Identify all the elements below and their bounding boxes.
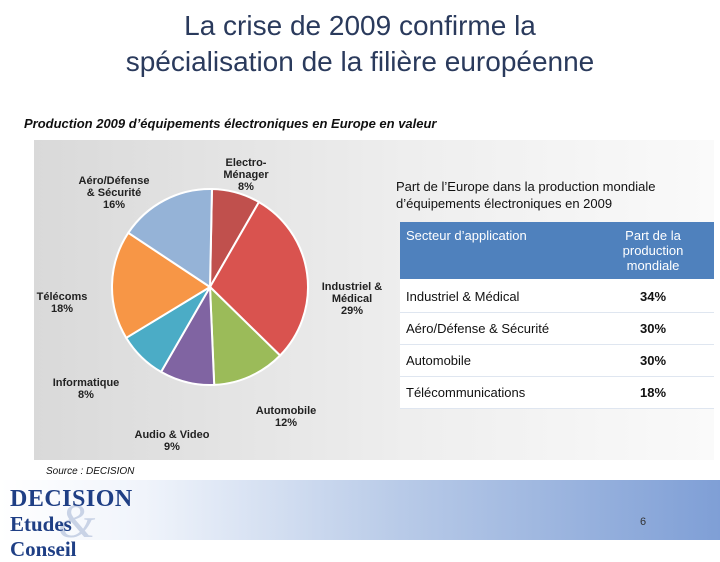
- share-cell: 30%: [592, 312, 714, 345]
- slice-label: Automobile 12%: [256, 405, 317, 429]
- sector-cell: Automobile: [400, 344, 592, 377]
- table-caption: Part de l’Europe dans la production mond…: [396, 179, 656, 211]
- logo-line-2: Etudes Conseil: [10, 512, 77, 561]
- pie-slice: [111, 231, 212, 340]
- slice-label-line: Télécoms: [37, 291, 88, 303]
- title-line-1: La crise de 2009 confirme la: [184, 10, 536, 41]
- pie-chart: Electro-Ménager 8%Industriel & Médical 29%A…: [37, 157, 383, 453]
- pie-slice: [208, 284, 282, 386]
- slice-label-line: 29%: [341, 305, 363, 317]
- table-row: Automobile 30%: [400, 344, 714, 377]
- slice-label-line: Ménager: [223, 169, 269, 181]
- slice-label: Industriel & Médical 29%: [322, 281, 383, 317]
- slice-label-line: Automobile: [256, 405, 317, 417]
- slice-label-line: 9%: [164, 441, 180, 453]
- share-cell: 34%: [592, 280, 714, 313]
- share-cell: 30%: [592, 344, 714, 377]
- footer-bar: [0, 480, 720, 540]
- slice-label-line: Industriel &: [322, 281, 383, 293]
- slice-label: Electro-Ménager 8%: [223, 157, 269, 193]
- slice-label: Télécoms 18%: [37, 291, 88, 315]
- slice-label-line: Audio & Video: [135, 429, 210, 441]
- share-table: Secteur d’application Part de la product…: [400, 222, 714, 409]
- slide-title: La crise de 2009 confirme la spécialisat…: [0, 8, 720, 80]
- slice-label: Audio & Video 9%: [135, 429, 210, 453]
- sector-cell: Télécommunications: [400, 376, 592, 409]
- slice-label-line: 8%: [78, 389, 94, 401]
- slice-label: Aéro/Défense & Sécurité 16%: [79, 175, 150, 211]
- table-header-row: Secteur d’application Part de la product…: [400, 222, 714, 281]
- share-cell: 18%: [592, 376, 714, 409]
- page-number: 6: [640, 516, 647, 528]
- slice-label-line: Aéro/Défense: [79, 175, 150, 187]
- header-share: Part de la production mondiale: [592, 222, 714, 281]
- source-note: Source : DECISION: [46, 466, 135, 477]
- slice-label-line: 18%: [51, 303, 73, 315]
- sector-cell: Aéro/Défense & Sécurité: [400, 312, 592, 345]
- slice-label-line: 16%: [103, 199, 125, 211]
- table-row: Télécommunications 18%: [400, 376, 714, 409]
- logo-line-1: DECISION: [10, 486, 133, 512]
- slice-label: Informatique 8%: [53, 377, 120, 401]
- slice-label-line: 12%: [275, 417, 297, 429]
- company-logo: & DECISION Etudes Conseil: [10, 486, 142, 561]
- sector-cell: Industriel & Médical: [400, 280, 592, 313]
- pie-slice: [126, 188, 213, 289]
- chart-subtitle: Production 2009 d’équipements électroniq…: [24, 116, 437, 131]
- pie-slice: [208, 200, 309, 357]
- title-line-2: spécialisation de la filière européenne: [125, 46, 595, 77]
- table-row: Industriel & Médical 34%: [400, 280, 714, 313]
- slice-label-line: 8%: [238, 181, 254, 193]
- header-sector: Secteur d’application: [400, 222, 592, 281]
- table-row: Aéro/Défense & Sécurité 30%: [400, 312, 714, 345]
- slice-label-line: Informatique: [53, 377, 120, 389]
- slice-label-line: Médical: [332, 293, 372, 305]
- slice-label-line: & Sécurité: [87, 187, 141, 199]
- logo-ampersand: &: [58, 495, 96, 548]
- slice-label-line: Electro-: [226, 157, 267, 169]
